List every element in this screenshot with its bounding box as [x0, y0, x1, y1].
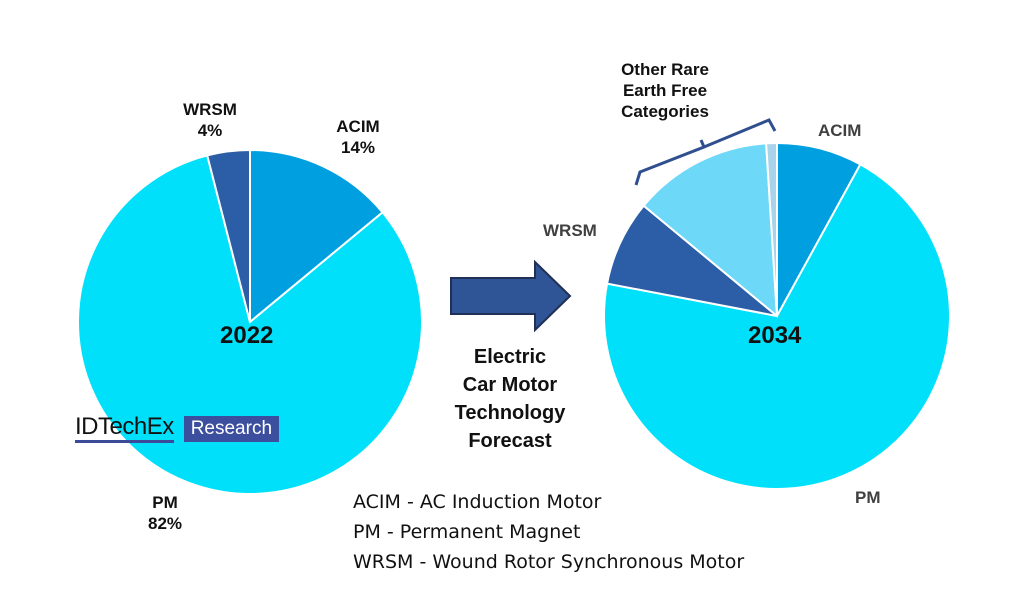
label-2022-acim: ACIM 14%: [336, 117, 380, 157]
label-2034-wrsm: WRSM: [543, 221, 597, 240]
idtechex-logo: IDTechEx Research: [75, 414, 280, 443]
year-2022: 2022: [220, 322, 274, 349]
pie-2034: [603, 141, 951, 490]
pie-slice-acim: [249, 148, 384, 325]
abbreviation-legend: ACIM - AC Induction Motor PM - Permanent…: [353, 487, 744, 577]
pie-2022: [77, 148, 423, 495]
other-categories-bracket: [634, 118, 777, 186]
pie-slice-wrsm: [206, 148, 251, 323]
year-2034: 2034: [748, 322, 802, 349]
logo-tag: Research: [183, 415, 280, 442]
pie-slice-pm: [603, 163, 951, 490]
label-2022-pm: PM 82%: [147, 493, 183, 533]
legend-item: WRSM - Wound Rotor Synchronous Motor: [353, 551, 745, 573]
label-2034-pm: PM: [855, 488, 881, 507]
forecast-arrow: [450, 259, 572, 333]
legend-item: ACIM - AC Induction Motor: [353, 491, 602, 513]
pie-slice-pm: [77, 154, 423, 495]
forecast-title: Electric Car Motor Technology Forecast: [454, 346, 566, 452]
label-2034-acim: ACIM: [818, 121, 862, 140]
pie-slice-other-rare-earth-free-categories: [642, 142, 779, 319]
label-2022-wrsm: WRSM 4%: [183, 100, 237, 140]
legend-item: PM - Permanent Magnet: [353, 521, 581, 543]
label-other-categories: Other Rare Earth Free Categories: [621, 60, 709, 121]
pie-slice-other-rare-earth-free-categories-minor-: [765, 141, 778, 317]
logo-name: IDTechEx: [75, 414, 174, 443]
